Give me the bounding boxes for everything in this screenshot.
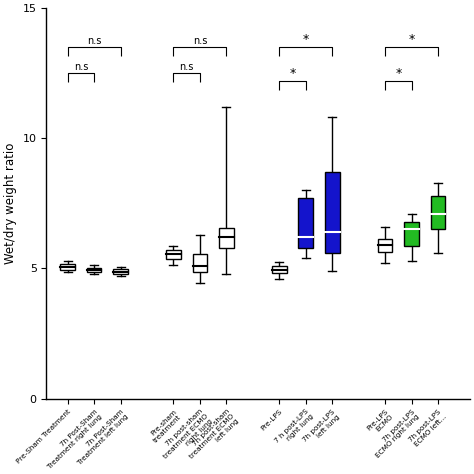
Bar bbox=[60, 264, 75, 270]
Bar bbox=[166, 250, 181, 258]
Text: n.s: n.s bbox=[73, 62, 88, 72]
Bar bbox=[378, 238, 392, 252]
Text: n.s: n.s bbox=[180, 62, 194, 72]
Text: *: * bbox=[290, 67, 296, 80]
Bar bbox=[87, 268, 101, 272]
Bar bbox=[219, 228, 234, 247]
Bar bbox=[431, 196, 446, 229]
Bar bbox=[272, 266, 287, 273]
Bar bbox=[113, 270, 128, 273]
Text: n.s: n.s bbox=[193, 36, 207, 46]
Text: *: * bbox=[302, 33, 309, 46]
Text: *: * bbox=[409, 33, 415, 46]
Bar bbox=[192, 254, 207, 273]
Bar bbox=[299, 198, 313, 247]
Bar bbox=[404, 222, 419, 246]
Text: n.s: n.s bbox=[87, 36, 101, 46]
Y-axis label: Wet/dry weight ratio: Wet/dry weight ratio bbox=[4, 143, 17, 264]
Bar bbox=[325, 172, 339, 253]
Text: *: * bbox=[395, 67, 401, 80]
